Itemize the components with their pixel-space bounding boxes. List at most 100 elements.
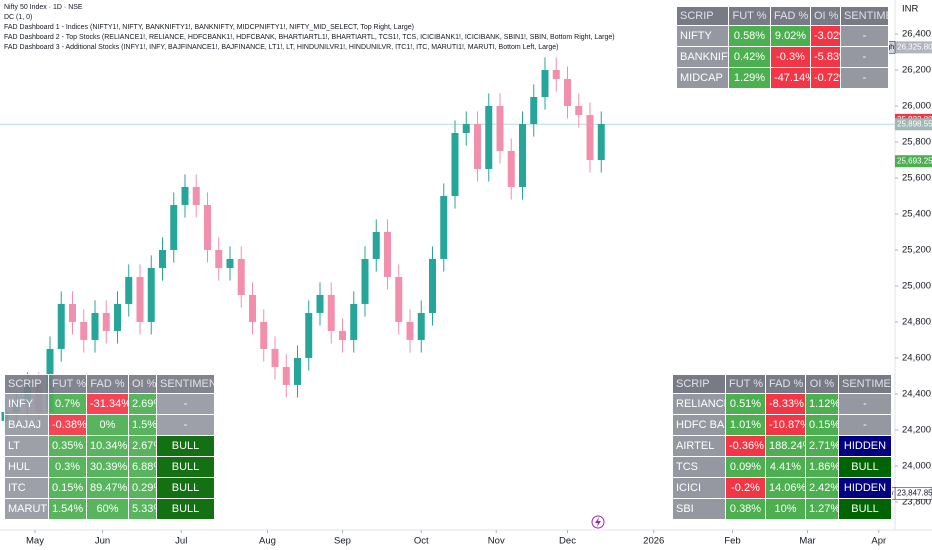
header-cell: FUT %	[728, 6, 771, 26]
candle	[361, 246, 369, 317]
candle-body	[282, 366, 290, 385]
candle-body	[451, 132, 459, 196]
candle	[474, 111, 482, 182]
candle	[440, 183, 448, 272]
x-tick-label: Sep	[334, 536, 351, 547]
price-label: 25,693.25	[897, 156, 932, 165]
candle	[181, 174, 189, 218]
header-cell: OI %	[128, 374, 157, 394]
x-tick-label: Nov	[488, 536, 505, 547]
value-cell: -0.72%	[810, 67, 841, 89]
value-cell: -	[156, 414, 215, 436]
candle-body	[428, 258, 436, 313]
candle	[406, 309, 414, 353]
value-cell: -	[838, 414, 892, 436]
y-tick-label: 26,000	[902, 101, 931, 112]
header-line: FAD Dashboard 2 - Top Stocks (RELIANCE1!…	[4, 34, 615, 41]
value-cell: -0.3%	[770, 46, 811, 68]
scrip-cell: TCS	[672, 456, 726, 478]
table-row: SBI 0.38% 10% 1.27% BULL	[672, 498, 892, 520]
value-cell: 2.71%	[805, 435, 839, 457]
value-cell: -10.87%	[765, 414, 806, 436]
candle	[215, 237, 223, 281]
value-cell: -5.83%	[810, 46, 841, 68]
value-cell: 0.38%	[725, 498, 766, 520]
value-cell: BULL	[156, 456, 215, 478]
x-tick-label: Apr	[871, 536, 886, 547]
candle-body	[530, 97, 538, 124]
x-tick-label: 2026	[643, 536, 664, 547]
candle	[260, 309, 268, 362]
candle	[383, 219, 391, 290]
header: Nifty 50 Index · 1D · NSE DC (1, 0) FAD Da…	[4, 3, 615, 53]
value-cell: 14.06%	[765, 477, 806, 499]
value-cell: BULL	[156, 477, 215, 499]
candle	[102, 300, 110, 344]
candle-body	[350, 303, 358, 340]
candle	[564, 66, 572, 119]
scrip-cell: BAJAJ	[4, 414, 49, 436]
scrip-cell: NIFTY	[676, 25, 729, 47]
candle	[451, 120, 459, 209]
header-cell: SCRIP	[676, 6, 729, 26]
y-tick-label: 25,800	[902, 137, 931, 148]
candle-body	[170, 204, 178, 250]
candle-body	[158, 249, 166, 268]
candle	[519, 111, 527, 200]
scrip-cell: MIDCAP	[676, 67, 729, 89]
candle-body	[383, 231, 391, 277]
candle-body	[586, 114, 594, 160]
candle	[91, 300, 99, 353]
x-tick-label: Mar	[799, 536, 815, 547]
header-cell: OI %	[805, 374, 839, 394]
currency: INR	[902, 4, 919, 15]
value-cell: 1.27%	[805, 498, 839, 520]
y-tick-label: 24,800	[902, 316, 931, 327]
candle-body	[361, 258, 369, 304]
header-cell: SCRIP	[672, 374, 726, 394]
value-cell: BULL	[838, 498, 892, 520]
candle-body	[485, 106, 493, 169]
candle	[271, 336, 279, 380]
header-cell: SCRIP	[4, 374, 49, 394]
candle-body	[125, 276, 133, 304]
value-cell: 4.41%	[765, 456, 806, 478]
candle	[158, 237, 166, 281]
candle-body	[338, 330, 346, 340]
value-cell: 1.54%	[48, 498, 87, 520]
candle	[248, 282, 256, 335]
value-cell: -	[840, 25, 889, 47]
value-cell: 0.29%	[128, 477, 157, 499]
value-cell: 10.34%	[86, 435, 129, 457]
candle-body	[575, 106, 583, 115]
candle-body	[395, 276, 403, 322]
y-tick-label: 25,200	[902, 244, 931, 255]
scrip-cell: MARUTI	[4, 498, 49, 520]
candle	[327, 282, 335, 344]
scrip-cell: HDFC BANK	[672, 414, 726, 436]
candle	[541, 57, 549, 110]
candle	[552, 57, 560, 92]
x-tick-label: Jun	[95, 536, 110, 547]
candle-body	[519, 123, 527, 187]
candle	[496, 93, 504, 164]
candle-body	[597, 123, 605, 160]
y-tick-label: 24,600	[902, 352, 931, 363]
scrip-cell: AIRTEL	[672, 435, 726, 457]
x-tick-label: May	[26, 536, 44, 547]
candle-body	[462, 123, 470, 133]
y-tick-label: 23,800	[902, 496, 931, 507]
header-line: FAD Dashboard 3 - Additional Stocks (INF…	[4, 44, 559, 51]
candle-body	[440, 195, 448, 259]
candle	[80, 309, 88, 353]
value-cell: 0%	[86, 414, 129, 436]
value-cell: BULL	[838, 456, 892, 478]
candle-body	[552, 70, 560, 80]
value-cell: -31.34%	[86, 393, 129, 415]
